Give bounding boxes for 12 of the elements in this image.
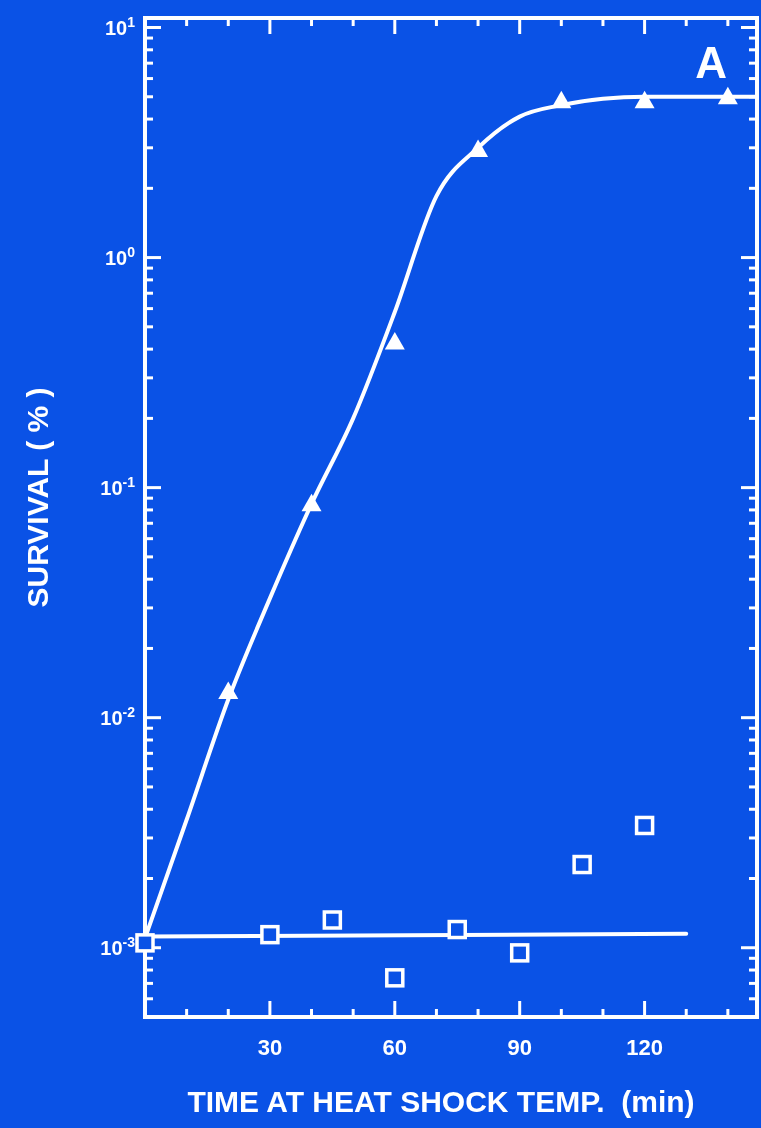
x-tick-label: 30 xyxy=(257,1035,283,1060)
y-tick-label: 10$^{1}$ xyxy=(104,13,136,39)
x-tick-label: 120 xyxy=(626,1035,663,1060)
x-tick-label: 60 xyxy=(382,1035,408,1060)
y-tick-label: 10$^{0}$ xyxy=(104,243,136,269)
y-tick-label: 10$^{-2}$ xyxy=(100,703,136,729)
y-tick-label: 10$^{-3}$ xyxy=(100,933,136,959)
x-axis-title: TIME AT HEAT SHOCK TEMP. (min) xyxy=(187,1085,695,1118)
y-axis-title: SURVIVAL ( % ) xyxy=(21,387,54,608)
x-tick-label: 90 xyxy=(507,1035,532,1060)
y-tick-label: 10$^{-1}$ xyxy=(100,473,136,499)
annotation: A xyxy=(695,38,727,87)
